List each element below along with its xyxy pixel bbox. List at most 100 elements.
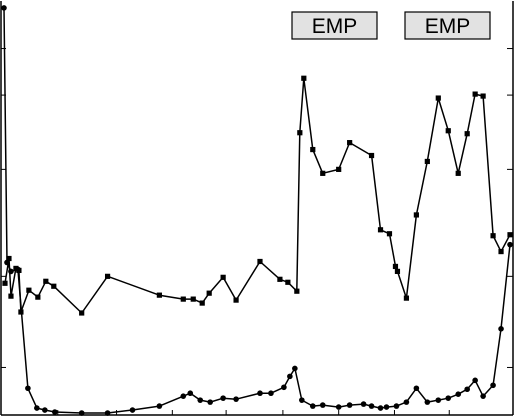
square-point <box>377 227 384 233</box>
emp-label-2: EMP <box>404 11 491 40</box>
circle-point <box>34 405 40 411</box>
annotations: EMP EMP <box>291 11 491 40</box>
square-point <box>413 212 419 218</box>
circle-point <box>156 403 163 409</box>
square-point <box>403 295 410 301</box>
square-point <box>392 263 399 270</box>
circle-point <box>377 405 384 411</box>
square-point <box>206 290 212 296</box>
square-point <box>104 273 111 279</box>
square-point <box>394 268 401 274</box>
square-point <box>480 93 486 99</box>
emp-label-1: EMP <box>291 11 378 40</box>
emp-label-box <box>291 11 378 40</box>
circle-point <box>104 410 111 416</box>
circle-point <box>180 393 187 399</box>
square-point <box>51 283 57 289</box>
circle-point <box>360 401 367 407</box>
square-point <box>220 274 226 280</box>
circle-point <box>346 402 353 408</box>
series-line <box>4 77 511 314</box>
square-point <box>498 248 504 255</box>
circle-point <box>368 403 375 409</box>
circle-point <box>197 397 204 403</box>
circle-point <box>299 397 305 403</box>
circle-point <box>187 390 194 397</box>
circle-point <box>335 404 342 410</box>
square-point <box>26 287 32 293</box>
circle-point <box>490 382 496 389</box>
circle-point <box>207 399 213 405</box>
square-point <box>79 310 85 316</box>
circle-point <box>1 5 7 11</box>
square-point <box>320 170 326 176</box>
square-point <box>336 166 342 172</box>
square-point <box>233 297 239 303</box>
square-point <box>285 279 291 285</box>
circle-point <box>413 385 420 392</box>
circle-point <box>220 395 226 401</box>
series-1 <box>1 5 513 416</box>
circle-point <box>8 268 14 275</box>
circle-point <box>464 386 470 393</box>
square-point <box>6 255 12 262</box>
square-point <box>8 293 14 299</box>
circle-point <box>268 390 274 397</box>
square-point <box>156 292 162 298</box>
circle-point <box>507 241 513 248</box>
square-point <box>297 130 303 136</box>
circle-point <box>498 326 504 332</box>
square-point <box>180 296 186 302</box>
square-point <box>507 232 513 238</box>
square-point <box>347 140 353 146</box>
circle-point <box>383 404 390 410</box>
series-line <box>3 7 511 414</box>
circle-point <box>281 384 287 391</box>
circle-point <box>4 259 10 266</box>
circle-point <box>292 365 298 372</box>
square-point <box>301 75 307 81</box>
circle-point <box>319 402 326 408</box>
circle-point <box>435 397 442 403</box>
square-point <box>190 296 196 302</box>
square-point <box>43 278 49 284</box>
square-point <box>455 170 461 176</box>
square-point <box>199 300 205 306</box>
circle-point <box>455 391 462 398</box>
square-point <box>257 258 263 265</box>
square-point <box>435 95 441 101</box>
square-point <box>424 158 430 165</box>
emp-label-text: EMP <box>312 15 358 38</box>
circle-point <box>480 393 486 399</box>
square-point <box>368 152 375 159</box>
circle-point <box>25 385 31 392</box>
square-point <box>490 233 496 239</box>
square-point <box>294 288 300 294</box>
circle-point <box>403 399 410 405</box>
circle-point <box>424 399 431 405</box>
circle-point <box>472 377 478 384</box>
circle-point <box>51 409 58 415</box>
emp-label-text: EMP <box>425 15 471 38</box>
square-point <box>35 294 41 300</box>
square-point <box>310 146 316 153</box>
emp-label-box <box>404 11 491 40</box>
square-point <box>386 231 393 237</box>
circle-point <box>15 266 21 273</box>
circle-point <box>287 373 293 380</box>
circle-point <box>445 395 452 401</box>
circle-point <box>393 403 400 409</box>
circle-point <box>42 407 48 413</box>
circle-point <box>129 407 136 413</box>
square-point <box>445 128 451 134</box>
square-point <box>472 91 478 97</box>
series-0 <box>2 75 513 316</box>
circle-point <box>233 396 239 402</box>
square-point <box>464 131 470 137</box>
series-layer <box>1 5 513 416</box>
circle-point <box>257 390 263 397</box>
circle-point <box>78 410 85 416</box>
